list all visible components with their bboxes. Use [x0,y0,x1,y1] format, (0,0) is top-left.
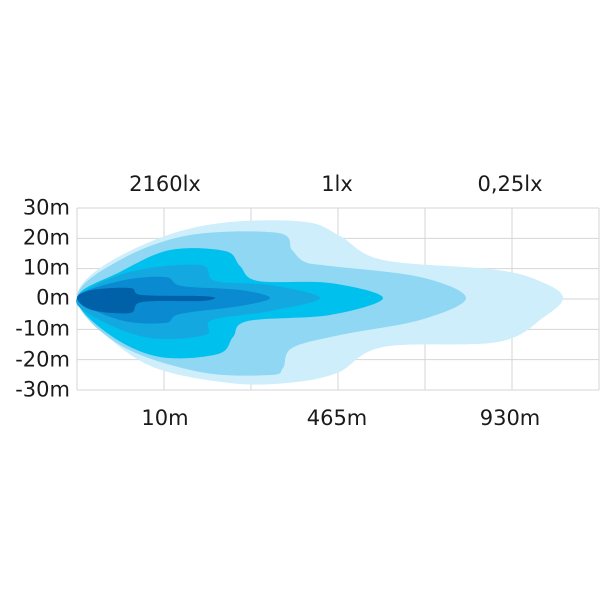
y-tick-label: -30m [15,377,70,402]
y-tick-label: -20m [15,347,70,372]
lux-label-2: 1lx [321,172,353,196]
lux-label-3: 0,25lx [477,172,543,196]
beam-contour-6 [77,287,215,314]
y-tick-label: 30m [22,195,70,220]
beam-contours [76,220,563,385]
y-tick-label: 0m [36,285,70,310]
y-tick-label: 20m [22,225,70,250]
x-tick-label: 930m [479,406,541,430]
x-tick-label: 465m [306,406,368,430]
y-tick-label: 10m [22,255,70,280]
lux-label-1: 2160lx [129,172,201,196]
y-tick-label: -10m [15,316,70,341]
x-tick-label: 10m [141,406,189,430]
